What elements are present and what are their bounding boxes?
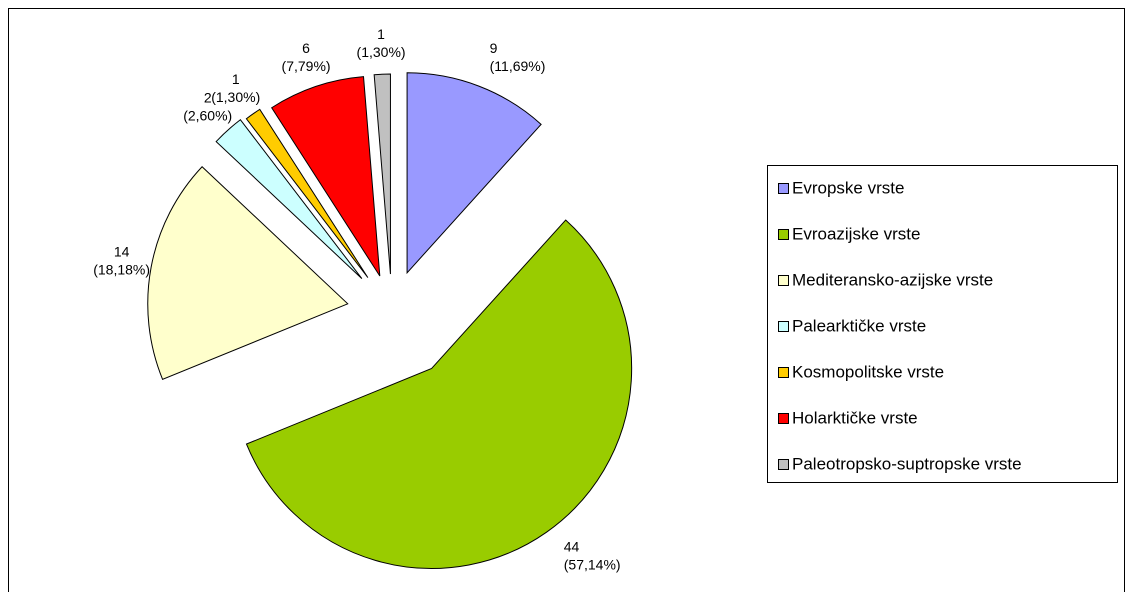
chart-border xyxy=(8,8,1125,592)
pie-slice xyxy=(245,108,369,278)
legend-label: Palearktičke vrste xyxy=(792,316,926,335)
value-label: 2 xyxy=(204,90,212,106)
value-label: 14 xyxy=(114,243,130,259)
legend-swatch xyxy=(778,459,789,470)
pie-slice xyxy=(270,76,381,277)
legend-label: Mediteransko-azijske vrste xyxy=(792,270,993,289)
pie-slice xyxy=(406,72,542,275)
legend-swatch xyxy=(778,321,789,332)
legend-box xyxy=(767,165,1118,483)
legend-swatch xyxy=(778,275,789,286)
value-label: 1 xyxy=(232,71,240,87)
legend-label: Evropske vrste xyxy=(792,178,904,197)
pie-slice xyxy=(147,166,349,381)
legend-label: Holarktičke vrste xyxy=(792,408,918,427)
pie-slice xyxy=(245,219,633,569)
legend-label: Kosmopolitske vrste xyxy=(792,362,944,381)
value-label: 9 xyxy=(490,40,498,56)
percent-label: (18,18%) xyxy=(93,261,150,277)
legend-label: Paleotropsko-suptropske vrste xyxy=(792,454,1022,473)
value-label: 1 xyxy=(377,26,385,42)
pie-slice xyxy=(215,119,363,279)
legend-swatch xyxy=(778,229,789,240)
percent-label: (1,30%) xyxy=(357,44,406,60)
legend-swatch xyxy=(778,367,789,378)
percent-label: (57,14%) xyxy=(564,556,621,572)
percent-label: (11,69%) xyxy=(490,58,546,74)
percent-label: (2,60%) xyxy=(183,108,232,124)
percent-label: (7,79%) xyxy=(282,58,331,74)
value-label: 44 xyxy=(564,538,580,554)
value-label: 6 xyxy=(302,40,310,56)
percent-label: (1,30%) xyxy=(211,89,260,105)
legend-label: Evroazijske vrste xyxy=(792,224,920,243)
legend-swatch xyxy=(778,183,789,194)
pie-slice xyxy=(373,73,391,275)
legend-swatch xyxy=(778,413,789,424)
